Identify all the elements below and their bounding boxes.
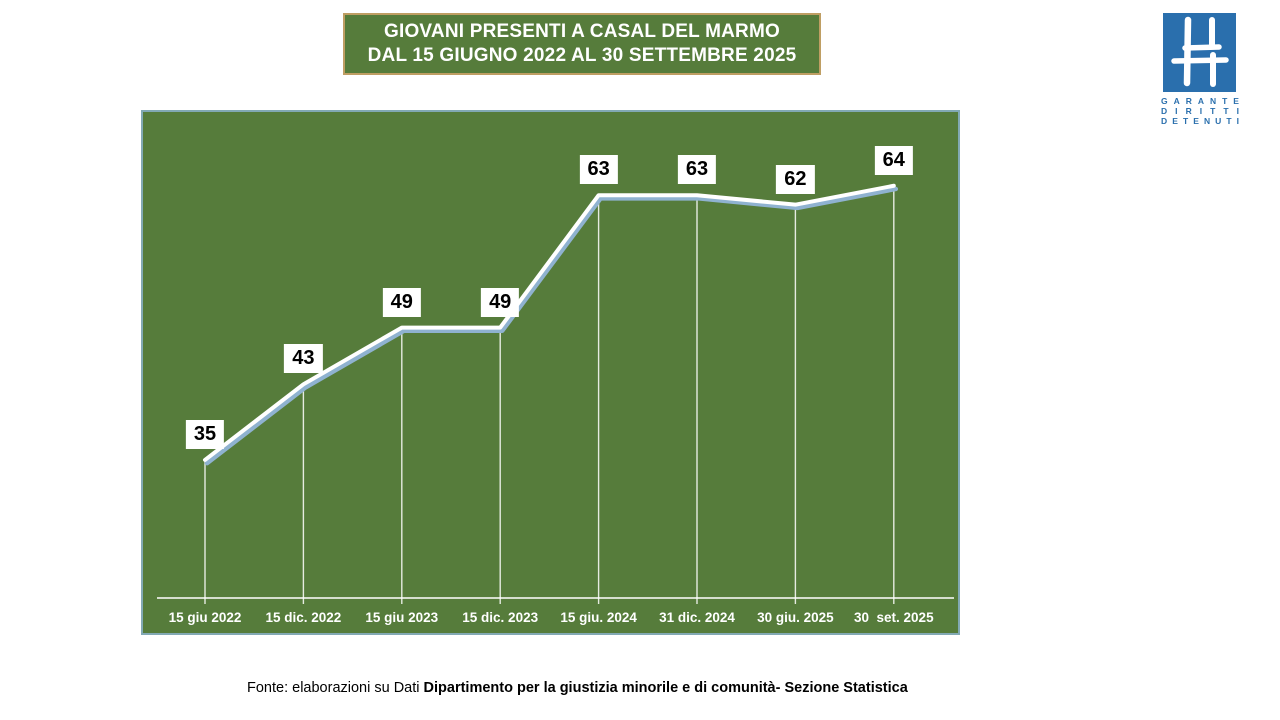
data-label: 35	[185, 419, 225, 449]
data-label: 43	[284, 344, 323, 374]
x-axis-label: 15 giu. 2024	[560, 610, 637, 625]
x-axis-label: 31 dic. 2024	[659, 610, 735, 625]
source-label: Fonte:	[247, 680, 289, 696]
chart-title-line2: DAL 15 GIUGNO 2022 AL 30 SETTEMBRE 2025	[367, 45, 797, 66]
x-axis-label: 15 dic. 2023	[462, 610, 539, 625]
data-label: 63	[579, 155, 618, 185]
chart-canvas	[157, 183, 954, 604]
source-bold-text: Dipartimento per la giustizia minorile e…	[423, 680, 908, 696]
data-label: 49	[481, 287, 520, 317]
data-label: 49	[382, 287, 421, 317]
x-axis-label: 30 giu. 2025	[757, 610, 834, 625]
series-line-shadow	[204, 186, 899, 466]
data-label: 62	[776, 164, 815, 194]
x-axis-label: 15 giu 2023	[365, 610, 439, 625]
chart-title-line1: GIOVANI PRESENTI A CASAL DEL MARMO	[384, 21, 780, 42]
source-note: Fonte: elaborazioni su Dati Dipartimento…	[247, 680, 908, 696]
series-line-main	[203, 183, 896, 462]
data-label: 63	[677, 155, 717, 185]
chart-title-box: GIOVANI PRESENTI A CASAL DEL MARMO DAL 1…	[343, 13, 821, 75]
x-axis-label: 30 set. 2025	[854, 610, 934, 625]
garante-logo-icon	[1163, 13, 1236, 92]
x-axis-label: 15 dic. 2022	[265, 610, 342, 625]
line-chart: 35 43 49 49 63 63 62 64 15 giu 2022 15 dic. 2022 1…	[141, 110, 960, 635]
data-label: 64	[874, 145, 913, 175]
source-regular-text: elaborazioni su Dati	[288, 680, 424, 696]
x-axis-label: 15 giu 2022	[168, 610, 242, 625]
